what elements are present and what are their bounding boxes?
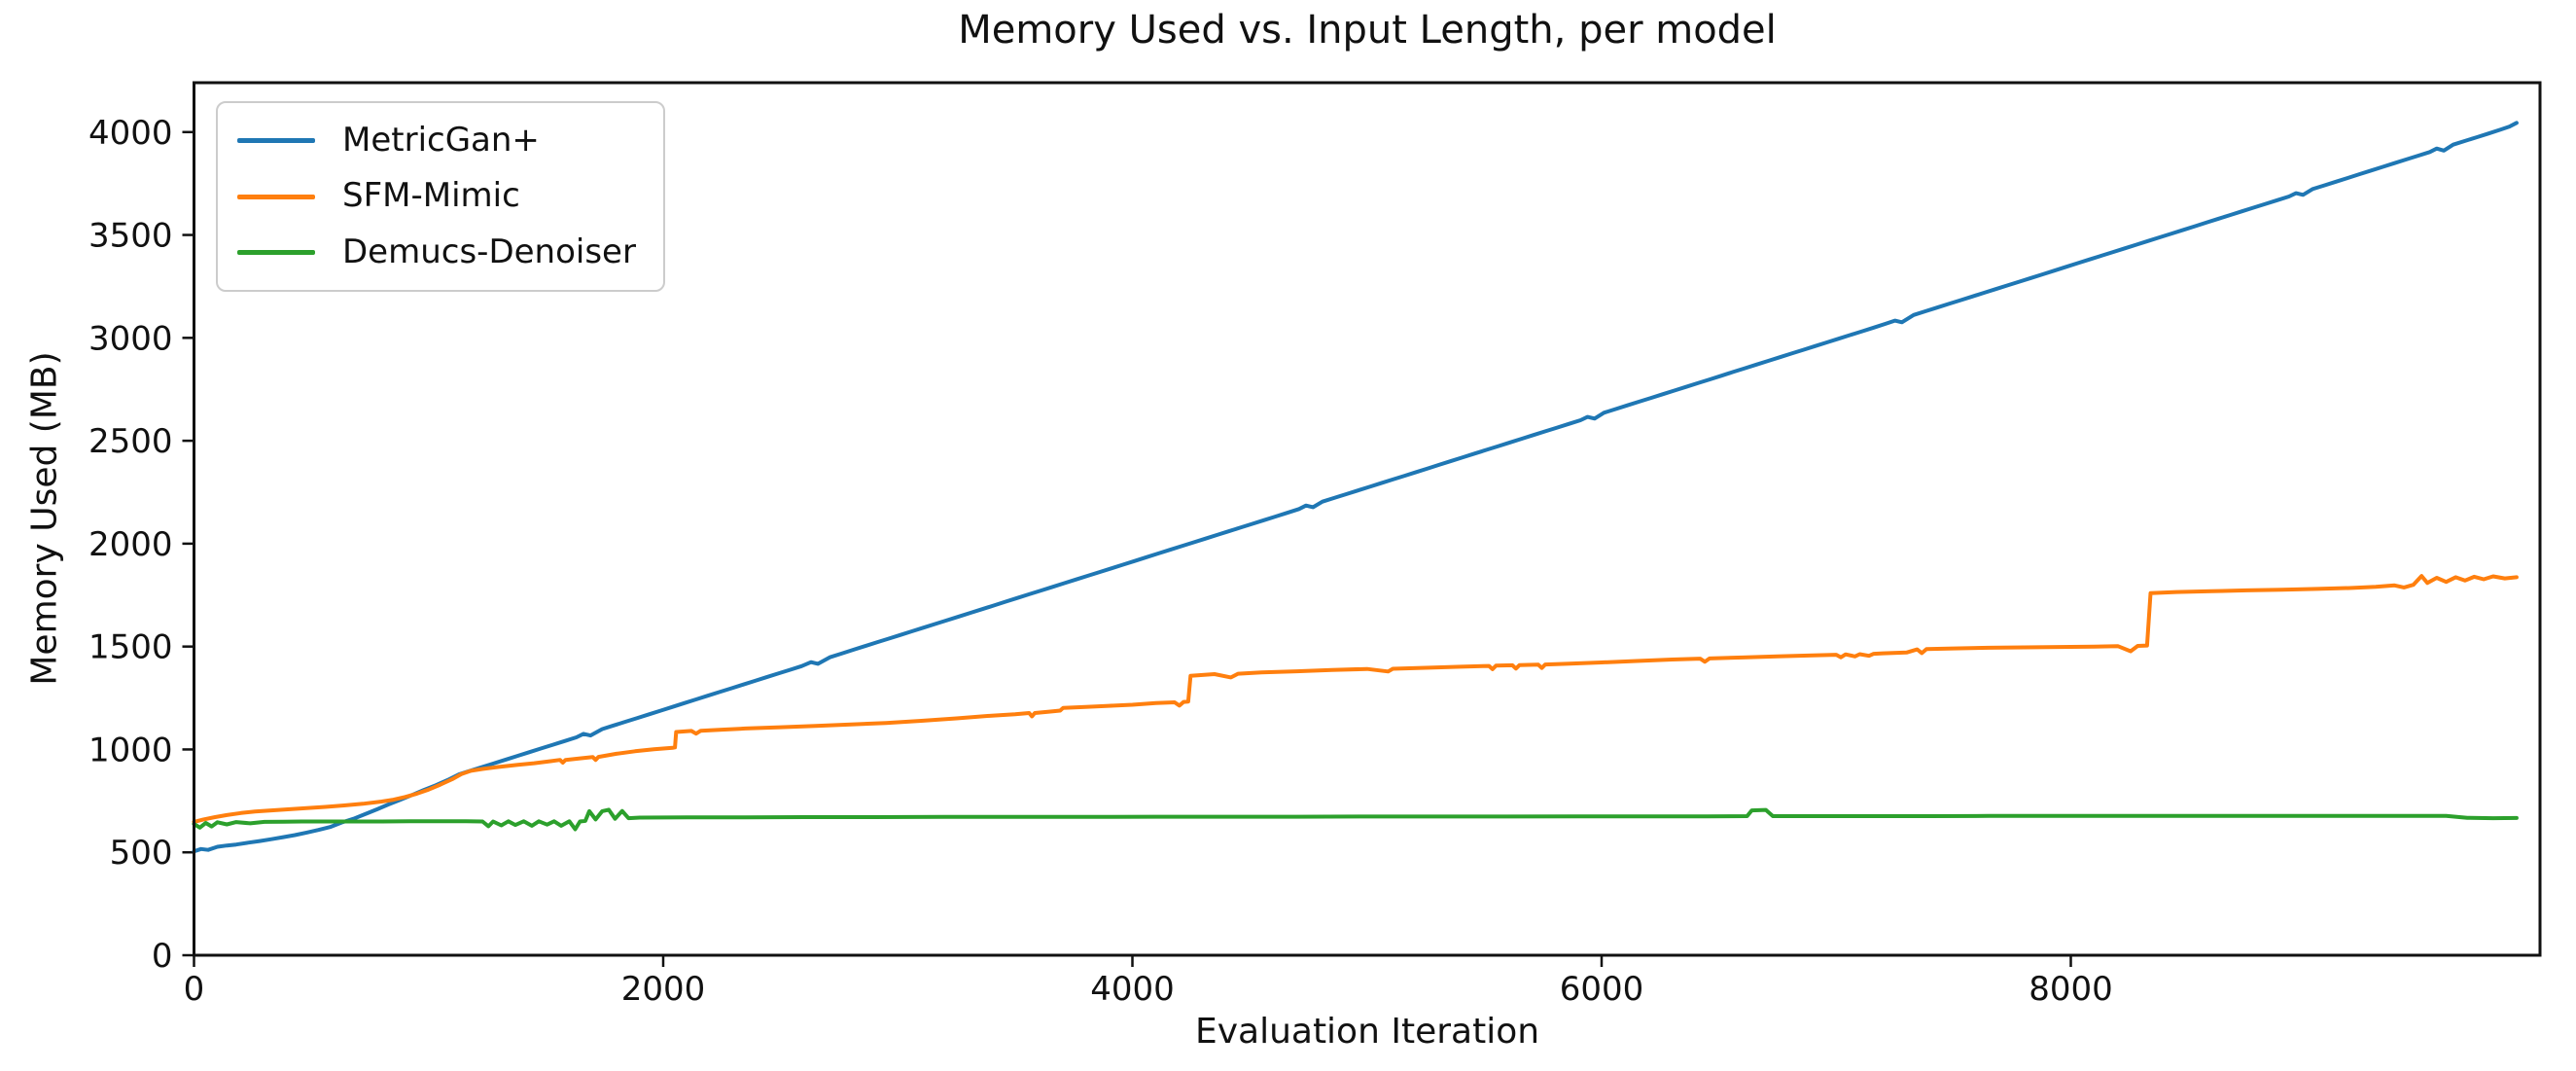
y-tick-label: 0 (152, 937, 173, 976)
legend-item-metricgan-: MetricGan+ (237, 121, 636, 160)
legend-item-sfm-mimic: SFM-Mimic (237, 176, 636, 216)
axis-tick-labels: 0 2000 4000 6000 8000 0 500 1000 1500 2000 2500 300… (88, 114, 2113, 1009)
y-axis-label: Memory Used (MB) (24, 351, 65, 686)
x-tick-label: 8000 (2029, 970, 2113, 1009)
series-line-metricgan- (192, 121, 2519, 854)
axis-ticks (182, 130, 2072, 967)
y-tick-label: 2500 (88, 422, 173, 461)
series-line-sfm-mimic (192, 574, 2519, 824)
legend-swatch-icon (237, 194, 315, 199)
y-tick-label: 1500 (88, 628, 173, 667)
x-tick-label: 4000 (1090, 970, 1175, 1009)
x-tick-label: 0 (184, 970, 205, 1009)
axes-frame (193, 81, 2542, 957)
legend-item-demucs-denoiser: Demucs-Denoiser (237, 232, 636, 271)
legend-label: MetricGan+ (342, 121, 540, 160)
chart-title: Memory Used vs. Input Length, per model (958, 8, 1777, 53)
data-series (192, 121, 2519, 854)
y-tick-label: 2000 (88, 525, 173, 564)
legend-label: Demucs-Denoiser (342, 232, 636, 271)
legend-swatch-icon (237, 249, 315, 255)
y-tick-label: 500 (110, 834, 173, 873)
x-tick-label: 2000 (621, 970, 706, 1009)
legend-label: SFM-Mimic (342, 176, 520, 216)
y-tick-label: 3000 (88, 319, 173, 358)
y-tick-label: 3500 (88, 217, 173, 256)
y-tick-label: 4000 (88, 114, 173, 153)
legend: MetricGan+ SFM-Mimic Demucs-Denoiser (216, 101, 665, 293)
legend-swatch-icon (237, 138, 315, 144)
y-tick-label: 1000 (88, 731, 173, 769)
x-tick-label: 6000 (1560, 970, 1644, 1009)
series-line-demucs-denoiser (192, 807, 2519, 832)
x-axis-label: Evaluation Iteration (1194, 1012, 1540, 1052)
